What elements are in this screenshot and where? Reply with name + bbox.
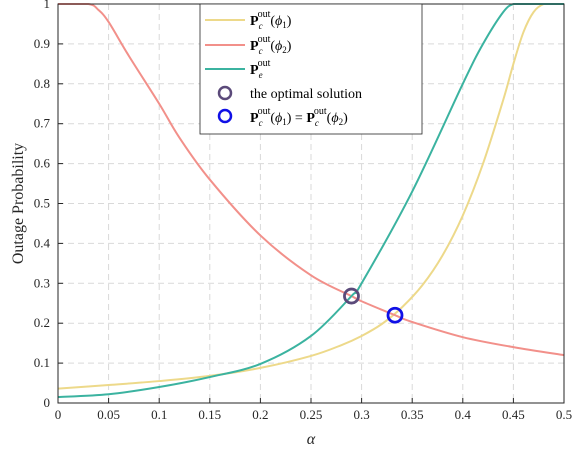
x-tick-label: 0.3 (353, 407, 369, 422)
plot-lines (57, 2, 565, 399)
x-tick-label: 0.15 (198, 407, 221, 422)
y-tick-label: 1 (44, 0, 51, 11)
x-tick-label: 0.5 (556, 407, 572, 422)
x-tick-label: 0.05 (97, 407, 120, 422)
x-tick-label: 0.45 (502, 407, 525, 422)
x-tick-labels: 0 0.05 0.1 0.15 0.2 0.25 0.3 0.35 0.4 0.45 0.5 (55, 407, 572, 422)
x-tick-label: 0.4 (455, 407, 472, 422)
x-tick-label: 0.25 (300, 407, 323, 422)
y-tick-label: 0.5 (34, 196, 50, 211)
ticks (57, 3, 565, 404)
y-tick-label: 0.7 (34, 116, 51, 131)
x-tick-label: 0.35 (401, 407, 424, 422)
x-tick-label: 0.1 (151, 407, 167, 422)
y-tick-label: 0.1 (34, 355, 50, 370)
series-line-2 (57, 2, 565, 357)
legend: Pcout(ϕ1) Pcout(ϕ2) Peout the optimal so… (199, 3, 423, 135)
legend-marker-optimal (217, 85, 233, 101)
y-tick-label: 0.3 (34, 275, 50, 290)
x-tick-label: 0 (55, 407, 62, 422)
legend-label-equal: Pcout(ϕ1) = Pcout(ϕ2) (250, 106, 348, 128)
optimal-solution-marker (343, 287, 360, 305)
plot-markers (343, 287, 404, 324)
legend-marker-equal (217, 108, 233, 124)
equality-point-marker (386, 306, 404, 324)
legend-label-series-2: Pcout(ϕ2) (250, 34, 292, 56)
y-tick-label: 0 (44, 395, 51, 410)
y-tick-label: 0.2 (34, 315, 50, 330)
y-tick-labels: 0 0.1 0.2 0.3 0.4 0.5 0.6 0.7 0.8 0.9 1 (34, 0, 51, 410)
legend-label-series-1: Pcout(ϕ1) (250, 9, 292, 31)
y-tick-label: 0.9 (34, 36, 50, 51)
y-tick-label: 0.4 (34, 235, 51, 250)
legend-label-series-3: Peout (250, 58, 271, 80)
y-tick-label: 0.6 (34, 156, 51, 171)
y-axis-label: Outage Probability (10, 143, 27, 264)
x-tick-label: 0.2 (252, 407, 268, 422)
y-tick-label: 0.8 (34, 76, 50, 91)
x-axis-label: α (307, 431, 316, 448)
legend-label-optimal: the optimal solution (250, 87, 362, 102)
series-line-3 (57, 2, 564, 399)
